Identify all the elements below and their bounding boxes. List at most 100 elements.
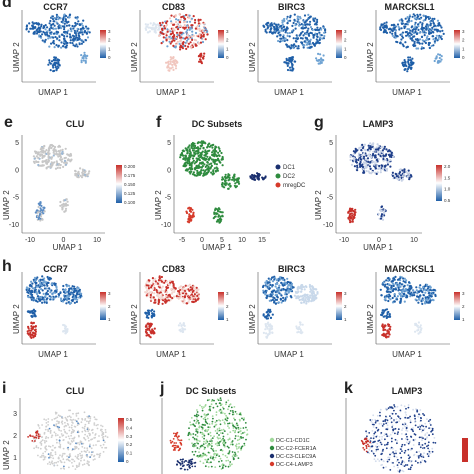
cluster-main — [144, 275, 177, 305]
d-panel-0: CCR7 3 2 1 0 UMAP 1 UMAP 2 — [8, 0, 123, 100]
cluster-left — [379, 21, 396, 34]
cluster-right — [411, 283, 437, 305]
cluster-red — [27, 430, 41, 442]
h-cbar-3-tick: 1 — [462, 317, 465, 322]
h-cbar-0-tick: 3 — [108, 291, 111, 296]
x-tick-label: -10 — [25, 237, 35, 244]
panel-g-umap: -10 0 10 5 0 -5 -10 2.0 1.5 1.0 0.5 — [323, 135, 451, 244]
h-xlabel-0: UMAP 1 — [38, 350, 68, 359]
cluster-small — [414, 321, 423, 335]
legend-swatch-dc1 — [275, 164, 281, 170]
y-tick-label: 2 — [13, 433, 17, 440]
panel-e-title: CLU — [65, 119, 85, 129]
cluster-left — [262, 21, 279, 35]
h-cbar-2-tick: 1 — [344, 317, 347, 322]
h-title-1: CD83 — [161, 264, 185, 274]
d-title-0: CCR7 — [43, 2, 68, 12]
d-cbar-3 — [454, 30, 460, 58]
cluster-red — [360, 437, 371, 453]
panel-e-colorbar-tick: 0.100 — [124, 200, 136, 205]
panel-i-colorbar-tick: 0 — [126, 459, 129, 464]
y-tick-label: -10 — [323, 222, 333, 229]
panel-e-umap: -10 0 10 5 0 -5 -10 0.200 0.175 0.150 0.125 0.100 — [9, 135, 136, 244]
panel-i-title: CLU — [65, 386, 85, 396]
panel-g-colorbar-tick: 0.5 — [444, 198, 451, 203]
legend-label-dc1: DC1 — [283, 165, 296, 171]
h-title-2: BIRC3 — [277, 264, 305, 274]
panel-g: LAMP3 -10 0 10 5 0 -5 -10 2.0 1.5 1.0 0.5 UMAP 1 U… — [312, 115, 474, 255]
y-tick-label: 5 — [167, 140, 171, 147]
h-cbar-3 — [454, 292, 460, 320]
cluster-bottom — [283, 56, 297, 72]
d-xlabel-1: UMAP 1 — [156, 88, 186, 97]
h-cbar-3-tick: 3 — [462, 291, 465, 296]
h-panel-1: CD83 3 2 1 UMAP 1 UMAP 2 — [126, 262, 241, 362]
h-panel-0: CCR7 3 2 1 UMAP 1 UMAP 2 — [8, 262, 123, 362]
panel-e-colorbar-tick: 0.175 — [124, 173, 136, 178]
cluster-right — [175, 283, 200, 305]
y-tick-label: 5 — [329, 140, 333, 147]
h-cbar-1-tick: 3 — [226, 291, 229, 296]
cluster-mid — [26, 308, 37, 318]
cluster-dc2-c — [212, 207, 224, 224]
d-panel-2: BIRC3 3 2 1 0 UMAP 1 UMAP 2 — [244, 0, 359, 100]
d-cbar-3-tick: 0 — [462, 55, 465, 60]
cluster-main — [261, 275, 295, 305]
d-umap-0: 3 2 1 0 — [21, 10, 111, 83]
d-xlabel-2: UMAP 1 — [274, 88, 304, 97]
legend-swatch-0 — [269, 437, 275, 443]
panel-k-colorbar — [462, 438, 468, 462]
cluster-dc2 — [179, 140, 224, 177]
legend-label-1: DC-C2-FCER1A — [276, 446, 317, 452]
cluster-right — [293, 283, 319, 305]
legend-swatch-1 — [269, 445, 275, 451]
cluster-main — [25, 275, 58, 304]
h-ylabel-0: UMAP 2 — [12, 304, 21, 334]
cluster-bottom — [47, 56, 61, 73]
legend-swatch-3 — [269, 461, 275, 467]
panel-e-colorbar-tick: 0.200 — [124, 164, 136, 169]
cluster-bottom — [34, 201, 46, 222]
d-ylabel-1: UMAP 2 — [130, 42, 139, 72]
panel-label-j: j — [160, 380, 165, 397]
x-tick-label: 10 — [238, 237, 246, 244]
cluster-bottom — [262, 321, 274, 339]
h-ylabel-3: UMAP 2 — [366, 304, 375, 334]
panel-label-i: i — [2, 380, 7, 397]
legend-label-mregdc: mregDC — [283, 183, 306, 189]
h-xlabel-3: UMAP 1 — [392, 350, 422, 359]
d-panel-3: MARCKSL1 3 2 1 0 UMAP 1 UMAP 2 — [362, 0, 474, 100]
d-cbar-0-tick: 0 — [108, 55, 111, 60]
d-ylabel-2: UMAP 2 — [248, 42, 257, 72]
panel-g-ylabel: UMAP 2 — [314, 190, 323, 220]
cluster-main — [273, 13, 327, 50]
d-cbar-0-tick: 1 — [108, 46, 111, 51]
cluster-main — [364, 404, 437, 473]
d-cbar-1-tick: 1 — [226, 46, 229, 51]
panel-label-d: d — [2, 0, 12, 11]
panel-k-title: LAMP3 — [391, 386, 423, 396]
y-tick-label: -5 — [327, 195, 333, 202]
cluster-main — [379, 275, 413, 304]
cluster-bottom — [347, 207, 357, 224]
h-umap-3: 3 2 1 — [375, 272, 465, 345]
panel-g-title: LAMP3 — [362, 119, 394, 129]
legend-swatch-2 — [269, 453, 275, 459]
y-tick-label: 5 — [15, 140, 19, 147]
y-tick-label: -10 — [9, 222, 19, 229]
cluster-dc2 — [187, 397, 249, 470]
panel-i-colorbar-tick: 0.1 — [126, 451, 133, 456]
h-ylabel-1: UMAP 2 — [130, 304, 139, 334]
h-panel-3: MARCKSL1 3 2 1 UMAP 1 UMAP 2 — [362, 262, 474, 362]
cluster-main — [349, 142, 395, 175]
panel-i-colorbar-tick: 0.5 — [126, 417, 133, 422]
cluster-bottom — [165, 56, 179, 72]
x-tick-label: 15 — [258, 237, 266, 244]
y-tick-label: -5 — [165, 195, 171, 202]
panel-g-colorbar-tick: 1.5 — [444, 175, 451, 180]
cluster-bottom — [401, 56, 415, 73]
cluster-dc1 — [249, 172, 267, 181]
d-cbar-1-tick: 0 — [226, 55, 229, 60]
cluster-small — [62, 323, 69, 335]
cluster-right — [391, 168, 413, 182]
